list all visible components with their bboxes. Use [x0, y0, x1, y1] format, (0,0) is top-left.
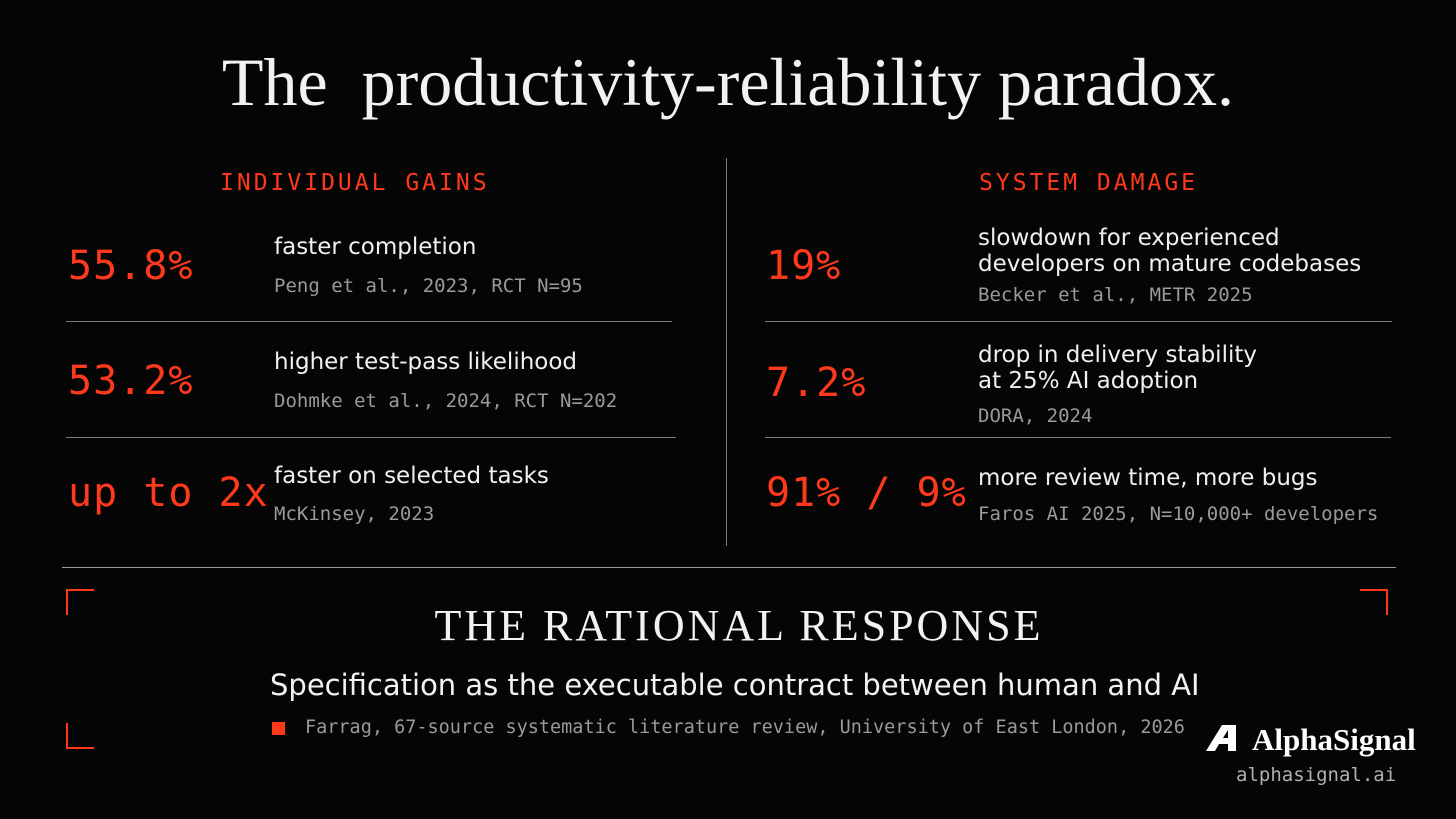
- row-divider: [66, 437, 676, 438]
- brand-name: AlphaSignal: [1252, 722, 1416, 757]
- stat-source: McKinsey, 2023: [274, 503, 435, 525]
- stat-text: at 25% AI adoption: [978, 368, 1199, 394]
- stat-text: more review time, more bugs: [978, 465, 1318, 491]
- stat-source: Faros AI 2025, N=10,000+ developers: [978, 503, 1379, 525]
- stat: 91% / 9%: [766, 470, 967, 516]
- stat: 55.8%: [68, 243, 194, 289]
- response-source: Farrag, 67-source systematic literature …: [305, 717, 1185, 738]
- bullet: [272, 722, 285, 735]
- stat-text: higher test-pass likelihood: [274, 349, 578, 375]
- corner-bracket: [66, 589, 94, 615]
- section-divider: [62, 567, 1396, 568]
- column-divider: [726, 158, 727, 546]
- response-heading: THE RATIONAL RESPONSE: [434, 601, 1044, 650]
- row-divider: [765, 321, 1392, 322]
- stat-source: Becker et al., METR 2025: [978, 284, 1253, 306]
- row-divider: [765, 437, 1391, 438]
- title: The productivity-reliability paradox.: [221, 44, 1235, 120]
- corner-bracket: [66, 723, 94, 749]
- corner-bracket: [1360, 589, 1388, 615]
- stat: up to 2x: [68, 470, 269, 516]
- right-heading: SYSTEM DAMAGE: [979, 170, 1199, 196]
- stat-text: drop in delivery stability: [978, 342, 1257, 368]
- stat-source: Dohmke et al., 2024, RCT N=202: [274, 390, 618, 412]
- stat-text: faster completion: [274, 234, 477, 260]
- stat-source: DORA, 2024: [978, 405, 1093, 427]
- brand-logo: [1206, 725, 1236, 751]
- left-heading: INDIVIDUAL GAINS: [220, 170, 490, 196]
- stat-text: faster on selected tasks: [274, 463, 549, 489]
- stat: 53.2%: [68, 358, 194, 404]
- stat-text: developers on mature codebases: [978, 251, 1362, 277]
- stat: 7.2%: [766, 360, 867, 406]
- stat: 19%: [766, 243, 842, 289]
- brand-url: alphasignal.ai: [1236, 764, 1397, 786]
- stat-text: slowdown for experienced: [978, 225, 1280, 251]
- response-text: Specification as the executable contract…: [270, 668, 1200, 702]
- stat-source: Peng et al., 2023, RCT N=95: [274, 275, 583, 297]
- row-divider: [66, 321, 672, 322]
